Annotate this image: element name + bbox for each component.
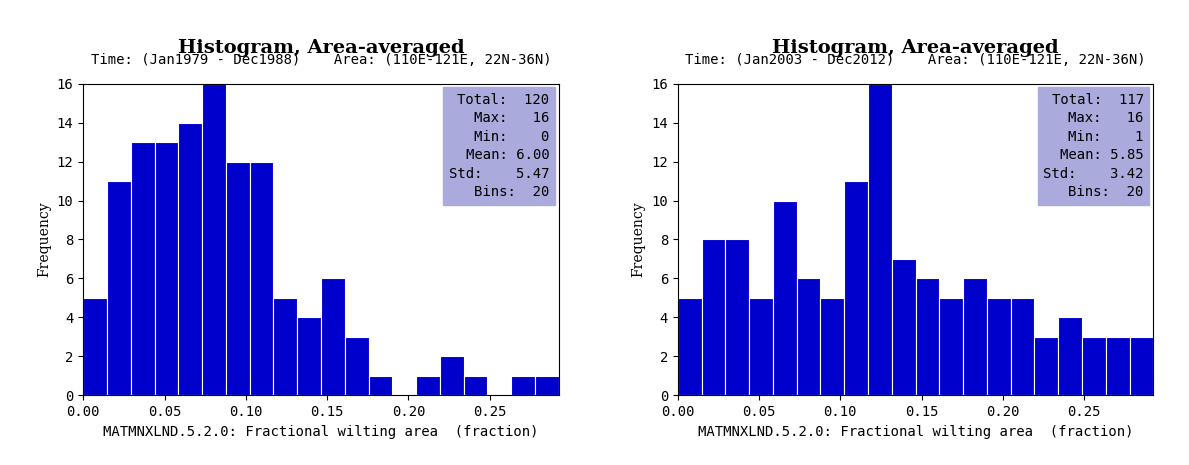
Bar xyxy=(1034,337,1058,395)
Text: Total:  120
Max:   16
Min:    0
Mean: 6.00
Std:    5.47
Bins:  20: Total: 120 Max: 16 Min: 0 Mean: 6.00 Std… xyxy=(448,93,549,199)
Bar xyxy=(1106,337,1130,395)
Bar xyxy=(702,239,725,395)
Bar xyxy=(868,84,892,395)
Bar xyxy=(1011,298,1034,395)
Bar xyxy=(416,376,440,395)
X-axis label: MATMNXLND.5.2.0: Fractional wilting area  (fraction): MATMNXLND.5.2.0: Fractional wilting area… xyxy=(103,425,539,438)
Bar xyxy=(916,279,939,395)
X-axis label: MATMNXLND.5.2.0: Fractional wilting area  (fraction): MATMNXLND.5.2.0: Fractional wilting area… xyxy=(698,425,1133,438)
Bar xyxy=(773,200,797,395)
Bar xyxy=(820,298,844,395)
Bar xyxy=(1058,318,1082,395)
Text: Total:  117
Max:   16
Min:    1
Mean: 5.85
Std:    3.42
Bins:  20: Total: 117 Max: 16 Min: 1 Mean: 5.85 Std… xyxy=(1043,93,1144,199)
Bar xyxy=(178,123,202,395)
Bar xyxy=(749,298,773,395)
Text: Time: (Jan2003 - Dec2012)    Area: (110E-121E, 22N-36N): Time: (Jan2003 - Dec2012) Area: (110E-12… xyxy=(685,53,1146,66)
Bar xyxy=(297,318,321,395)
Title: Histogram, Area-averaged: Histogram, Area-averaged xyxy=(772,39,1059,57)
Bar xyxy=(939,298,963,395)
Bar xyxy=(226,162,250,395)
Y-axis label: Frequency: Frequency xyxy=(37,202,51,277)
Bar xyxy=(321,279,345,395)
Bar xyxy=(250,162,273,395)
Bar xyxy=(844,181,868,395)
Bar xyxy=(107,181,131,395)
Y-axis label: Frequency: Frequency xyxy=(631,202,646,277)
Bar xyxy=(1130,337,1153,395)
Bar xyxy=(797,279,820,395)
Bar xyxy=(725,239,749,395)
Bar xyxy=(678,298,702,395)
Bar xyxy=(987,298,1011,395)
Bar xyxy=(273,298,297,395)
Title: Histogram, Area-averaged: Histogram, Area-averaged xyxy=(177,39,465,57)
Bar xyxy=(892,259,916,395)
Bar xyxy=(440,356,464,395)
Bar xyxy=(464,376,487,395)
Bar xyxy=(963,279,987,395)
Bar xyxy=(202,84,226,395)
Text: Time: (Jan1979 - Dec1988)    Area: (110E-121E, 22N-36N): Time: (Jan1979 - Dec1988) Area: (110E-12… xyxy=(90,53,552,66)
Bar xyxy=(345,337,369,395)
Bar xyxy=(155,142,178,395)
Bar xyxy=(369,376,392,395)
Bar xyxy=(131,142,155,395)
Bar xyxy=(83,298,107,395)
Bar xyxy=(1082,337,1106,395)
Bar xyxy=(511,376,535,395)
Bar xyxy=(535,376,559,395)
